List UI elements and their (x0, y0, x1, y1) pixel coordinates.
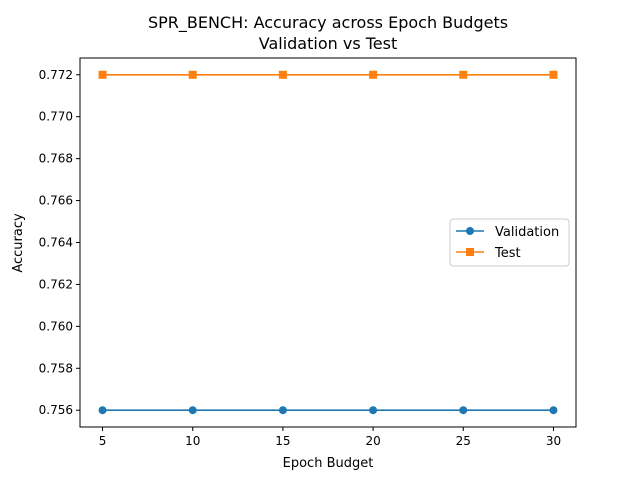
data-point-validation (98, 406, 107, 415)
data-point-validation (278, 406, 287, 415)
x-axis-ticks: 5 10 15 20 25 30 (99, 427, 561, 448)
data-point-validation (188, 406, 197, 415)
data-point-test (459, 70, 468, 79)
y-tick-label: 0.762 (39, 277, 73, 291)
x-tick-label: 25 (456, 434, 471, 448)
plot-series (98, 70, 558, 415)
x-tick-label: 30 (546, 434, 561, 448)
chart-subtitle: Validation vs Test (259, 34, 398, 53)
y-tick-label: 0.766 (39, 194, 73, 208)
y-tick-label: 0.772 (39, 68, 73, 82)
y-axis-label: Accuracy (11, 213, 26, 273)
y-tick-label: 0.768 (39, 152, 73, 166)
x-tick-label: 10 (185, 434, 200, 448)
data-point-validation (369, 406, 378, 415)
legend-marker-test (466, 248, 474, 256)
y-tick-label: 0.760 (39, 319, 73, 333)
data-point-test (369, 70, 378, 79)
data-point-validation (549, 406, 558, 415)
legend-label-validation: Validation (495, 225, 559, 240)
data-point-test (278, 70, 287, 79)
x-tick-label: 20 (365, 434, 380, 448)
data-point-test (549, 70, 558, 79)
plot-frame (79, 57, 577, 428)
x-tick-label: 15 (275, 434, 290, 448)
y-tick-label: 0.758 (39, 361, 73, 375)
chart-title: SPR_BENCH: Accuracy across Epoch Budgets (148, 13, 508, 33)
data-point-validation (459, 406, 468, 415)
x-tick-label: 5 (99, 434, 107, 448)
y-tick-label: 0.764 (39, 236, 73, 250)
data-point-test (188, 70, 197, 79)
y-axis-ticks: 0.756 0.758 0.760 0.762 0.764 0.766 0.768 0.770… (39, 68, 80, 417)
legend: Validation Test (449, 218, 570, 267)
legend-label-test: Test (494, 246, 521, 261)
x-axis-label: Epoch Budget (283, 456, 374, 471)
data-point-test (98, 70, 107, 79)
y-tick-label: 0.770 (39, 110, 73, 124)
y-tick-label: 0.756 (39, 403, 73, 417)
legend-marker-validation (466, 227, 474, 235)
